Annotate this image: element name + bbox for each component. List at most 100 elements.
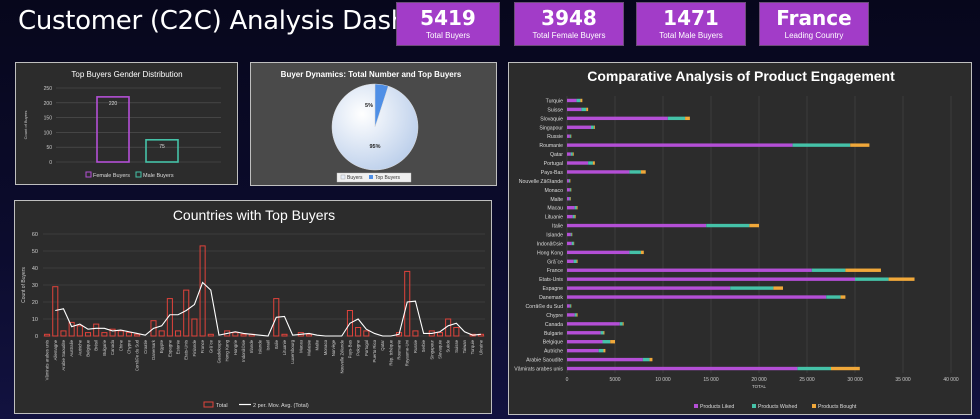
x-tick-label: Suisse [454, 339, 459, 353]
chart-title: Buyer Dynamics: Total Number and Top Buy… [281, 70, 462, 79]
bar-segment [640, 170, 646, 174]
y-tick-label: Suisse [547, 107, 563, 113]
x-tick-label: 25 000 [799, 377, 815, 383]
x-tick-label: 35 000 [895, 377, 911, 383]
x-tick-label: Irlande [249, 339, 254, 353]
x-tick-label: Chypre [126, 339, 131, 353]
y-tick-label: Vâmirats arabes unis [514, 367, 563, 373]
bar-segment [569, 188, 571, 192]
bar-segment [850, 143, 870, 147]
bar-segment [580, 98, 583, 103]
x-tick-label: Bulgarie [102, 339, 107, 355]
x-tick-label: 5000 [609, 377, 620, 383]
bar-segment [797, 366, 831, 371]
bar-segment [826, 295, 841, 299]
y-tick-label: 0 [49, 160, 52, 166]
pie-slice-top-buyers [374, 83, 389, 128]
bar [125, 332, 132, 337]
x-tick-label: Autriche [77, 339, 82, 355]
y-tick-label: 50 [46, 145, 52, 151]
legend-label: Total [216, 403, 228, 409]
kpi-total-male-buyers: 1471 Total Male Buyers [636, 2, 746, 46]
bar-segment [831, 366, 860, 371]
x-tick-label: Grâ¨ce [208, 339, 213, 353]
bar-segment [567, 134, 570, 138]
bar-segment [840, 295, 846, 299]
y-tick-label: Islande [546, 233, 563, 239]
bar-segment [572, 214, 575, 219]
x-tick-label: Roumanie [397, 339, 402, 359]
y-tick-label: Corrâ©e du Sud [525, 303, 563, 310]
y-tick-label: Espagne [543, 286, 564, 292]
buyer-dynamics-panel: Buyer Dynamics: Total Number and Top Buy… [250, 62, 497, 186]
x-tick-label: Corrâ©e du Sud [135, 339, 140, 371]
legend-swatch [85, 171, 92, 178]
bar-segment [567, 241, 572, 246]
bar-segment [749, 223, 759, 228]
bar-segment [567, 205, 575, 210]
countries-chart: Countries with Top Buyers 0 10 20 30 40 50 60 Co… [21, 207, 485, 409]
x-tick-label: Malaisie [307, 339, 312, 355]
bar-segment [811, 268, 846, 272]
kpi-value: 5419 [420, 6, 476, 30]
bar-segment [569, 197, 571, 201]
x-tick-label: 40 000 [943, 377, 959, 383]
y-tick-label: Monaco [545, 188, 564, 194]
bar [150, 320, 157, 337]
x-tick-label: Israël [266, 340, 271, 351]
bar-segment [567, 188, 570, 192]
bar-segment [576, 98, 581, 103]
y-tick-label: 100 [44, 130, 53, 136]
bar-segment [567, 197, 570, 201]
x-tick-label: Macau [298, 339, 303, 353]
bar-segment [574, 205, 577, 210]
bar [404, 270, 411, 337]
y-tick-label: Turquie [546, 98, 564, 104]
legend-swatch [369, 175, 373, 179]
legend-label: Buyers [347, 175, 363, 181]
chart-title: Countries with Top Buyers [173, 207, 335, 223]
bar-segment [574, 313, 577, 317]
x-tick-label: Turquie [470, 339, 475, 354]
bar [281, 333, 288, 337]
bar-segment [567, 170, 630, 174]
kpi-label: Total Buyers [425, 31, 471, 40]
x-tick-label: Estonie [176, 339, 181, 354]
bar-segment [576, 313, 578, 317]
bar-segment [567, 223, 707, 228]
x-tick-label: Etats-Unis [184, 340, 189, 360]
y-tick-label: Nouvelle Zâ©lande [519, 178, 563, 185]
x-tick-label: Finlande [192, 339, 197, 356]
x-tick-label: Vâmirats arabes unis [45, 340, 50, 380]
x-tick-label: Pays-Bas [347, 340, 352, 358]
data-label: 95% [369, 144, 380, 150]
bar-segment [567, 313, 575, 317]
data-label: 5% [365, 103, 373, 109]
chart-title: Top Buyers Gender Distribution [71, 70, 182, 79]
bar-segment [572, 152, 574, 156]
engagement-chart: Comparative Analysis of Product Engageme… [514, 68, 959, 410]
y-tick-label: Canada [545, 322, 563, 328]
x-tick-label: Russie [413, 339, 418, 353]
bar-segment [567, 107, 582, 112]
legend-swatch [135, 171, 142, 178]
bar [158, 330, 165, 337]
bar-segment [593, 125, 595, 129]
x-tick-label: Hongrie [233, 339, 238, 355]
x-tick-label: Portugal [364, 340, 369, 356]
bar-segment [855, 277, 889, 281]
kpi-total-female-buyers: 3948 Total Female Buyers [514, 2, 624, 46]
legend-label: Female Buyers [93, 173, 130, 179]
x-tick-label: Brésil [94, 340, 99, 351]
bar [93, 323, 100, 337]
bar-segment [773, 286, 783, 290]
bar-segment [567, 286, 731, 290]
x-tick-label: Chine [118, 339, 123, 351]
bar [436, 332, 444, 337]
bar [305, 333, 313, 337]
bar-segment [600, 331, 604, 335]
y-tick-label: 10 [32, 317, 38, 323]
legend-box [336, 172, 412, 183]
x-tick-label: France [200, 339, 205, 353]
x-tick-label: Lituanie [282, 339, 287, 355]
